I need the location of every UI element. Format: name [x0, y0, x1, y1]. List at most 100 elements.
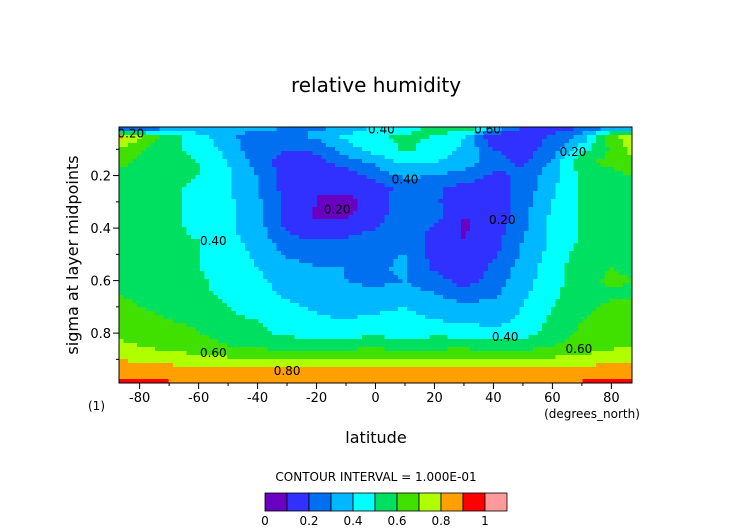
contour-cell [290, 295, 296, 300]
contour-cell [398, 227, 404, 232]
contour-cell [447, 287, 453, 292]
contour-cell [164, 275, 170, 280]
contour-cell [182, 127, 188, 132]
contour-cell [596, 135, 602, 140]
contour-cell [420, 163, 426, 168]
contour-cell [200, 131, 206, 136]
contour-cell [371, 195, 377, 200]
contour-cell [132, 171, 138, 176]
contour-cell [542, 207, 548, 212]
contour-cell [371, 179, 377, 184]
contour-cell [524, 295, 530, 300]
contour-cell [371, 191, 377, 196]
contour-cell [609, 251, 615, 256]
contour-cell [506, 283, 512, 288]
contour-cell [470, 155, 476, 160]
contour-cell [335, 255, 341, 260]
contour-cell [564, 143, 570, 148]
contour-cell [312, 299, 318, 304]
contour-cell [326, 247, 332, 252]
contour-cell [542, 183, 548, 188]
contour-cell [429, 235, 435, 240]
contour-cell [173, 159, 179, 164]
contour-cell [470, 243, 476, 248]
contour-cell [528, 227, 534, 232]
contour-cell [173, 207, 179, 212]
contour-cell [528, 271, 534, 276]
contour-cell [425, 167, 431, 172]
contour-cell [236, 255, 242, 260]
contour-cell [263, 187, 269, 192]
contour-cell [132, 271, 138, 276]
contour-cell [326, 155, 332, 160]
contour-cell [375, 247, 381, 252]
contour-cell [519, 143, 525, 148]
contour-cell [245, 247, 251, 252]
contour-cell [132, 291, 138, 296]
contour-cell [510, 223, 516, 228]
contour-cell [159, 275, 165, 280]
contour-cell [155, 159, 161, 164]
contour-cell [596, 127, 602, 132]
contour-cell [492, 147, 498, 152]
contour-cell [339, 259, 345, 264]
contour-cell [213, 243, 219, 248]
contour-cell [177, 131, 183, 136]
contour-cell [560, 163, 566, 168]
contour-cell [479, 139, 485, 144]
contour-cell [294, 207, 300, 212]
contour-cell [258, 127, 264, 132]
contour-cell [420, 151, 426, 156]
contour-cell [123, 235, 129, 240]
contour-cell [447, 215, 453, 220]
contour-cell [344, 131, 350, 136]
contour-cell [447, 263, 453, 268]
contour-cell [330, 171, 336, 176]
contour-cell [155, 183, 161, 188]
contour-cell [227, 223, 233, 228]
contour-cell [272, 259, 278, 264]
contour-cell [263, 219, 269, 224]
contour-cell [416, 291, 422, 296]
contour-cell [371, 279, 377, 284]
contour-cell [362, 227, 368, 232]
contour-cell [560, 255, 566, 260]
contour-cell [209, 187, 215, 192]
contour-cell [240, 259, 246, 264]
contour-cell [299, 171, 305, 176]
contour-cell [267, 211, 273, 216]
contour-cell [294, 203, 300, 208]
contour-cell [182, 247, 188, 252]
contour-cell [146, 275, 152, 280]
contour-cell [429, 139, 435, 144]
contour-cell [227, 175, 233, 180]
contour-cell [222, 183, 228, 188]
contour-cell [186, 179, 192, 184]
contour-cell [200, 155, 206, 160]
contour-cell [132, 195, 138, 200]
contour-cell [245, 179, 251, 184]
contour-cell [407, 219, 413, 224]
contour-cell [141, 291, 147, 296]
contour-cell [420, 175, 426, 180]
contour-cell [303, 147, 309, 152]
contour-cell [492, 223, 498, 228]
contour-cell [281, 195, 287, 200]
contour-cell [492, 167, 498, 172]
contour-cell [186, 171, 192, 176]
contour-cell [204, 171, 210, 176]
contour-cell [141, 283, 147, 288]
contour-cell [618, 235, 624, 240]
contour-cell [623, 287, 629, 292]
contour-cell [155, 175, 161, 180]
contour-cell [344, 283, 350, 288]
contour-cell [218, 219, 224, 224]
contour-cell [407, 151, 413, 156]
contour-cell [398, 219, 404, 224]
contour-cell [177, 195, 183, 200]
contour-cell [618, 187, 624, 192]
contour-cell [627, 223, 632, 228]
contour-cell [290, 131, 296, 136]
contour-cell [411, 207, 417, 212]
contour-cell [564, 223, 570, 228]
